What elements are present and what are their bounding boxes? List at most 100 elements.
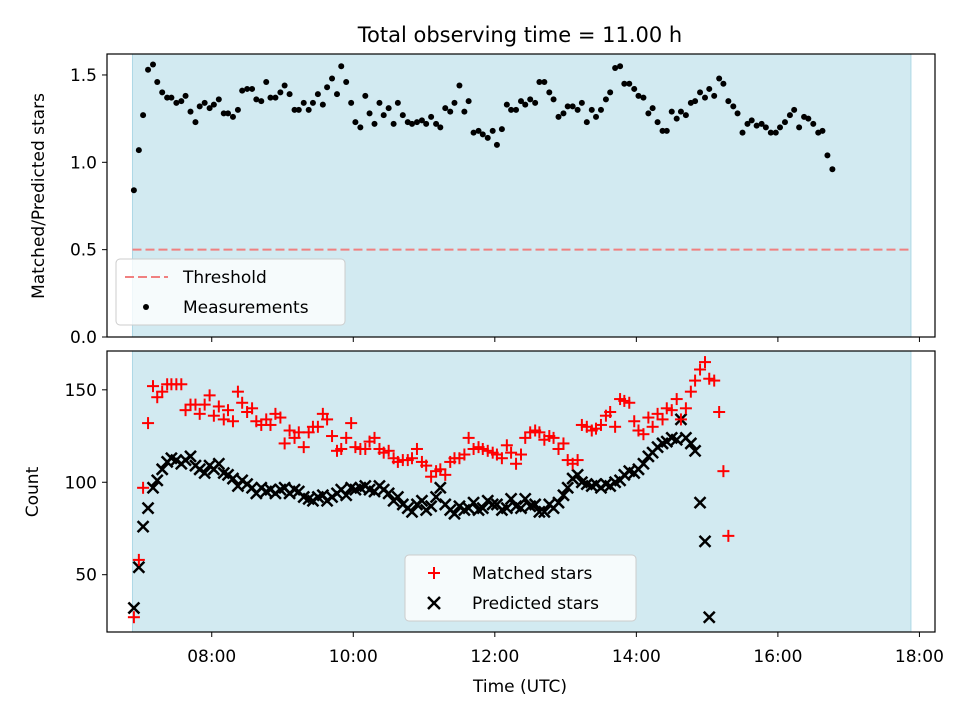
measurement-point [498,126,505,133]
matched-star-point [311,420,324,433]
measurement-point [522,101,529,108]
count-x-ticks: 08:00 10:00 12:00 14:00 16:00 18:00 [187,632,944,667]
predicted-star-point [533,505,546,519]
predicted-star-point [339,488,353,502]
measurement-point [564,103,571,110]
matched-star-point [345,417,358,430]
ratio-plot-frame [106,53,936,338]
measurement-point [366,110,373,117]
predicted-star-point [514,501,528,515]
measurement-point [145,66,152,73]
count-y-ticks: 50 100 150 [65,381,107,586]
measurement-point [206,105,213,112]
measurement-point [796,124,803,131]
count-x-tick-label: 12:00 [470,647,519,667]
matched-star-point [193,407,206,420]
measurement-point [413,119,420,126]
count-legend: Matched stars Predicted stars [404,554,637,622]
measurement-point [645,110,652,117]
measurement-point [513,106,520,113]
count-x-tick-label: 10:00 [329,647,378,667]
measurement-point [286,91,293,98]
ratio-legend: Threshold Measurements [115,258,346,326]
ratio-x-ticks [211,337,920,342]
matched-star-point [382,444,395,457]
predicted-star-point [500,501,514,515]
predicted-star-point [198,466,212,480]
matched-star-point [665,404,678,417]
matched-star-point [175,378,188,391]
measurement-point [725,98,732,105]
measurement-point [819,127,826,134]
matched-star-point [689,374,702,387]
measurement-point [536,78,543,85]
measurement-point [173,99,180,106]
measurement-point [150,61,156,68]
matched-star-point [127,611,140,624]
matched-star-point [694,363,707,376]
measurement-point [654,119,661,126]
measurement-point [154,78,161,85]
measurement-point [508,106,515,113]
count-y-tick-label: 100 [65,473,97,493]
predicted-star-point [518,492,532,506]
measurement-point [225,110,232,117]
measurement-point [201,99,208,106]
predicted-star-point [415,494,429,508]
matched-star-point [533,426,546,439]
measurement-point [380,112,387,119]
matched-star-point [547,431,560,444]
measurement-point [249,85,256,92]
measurement-point [550,96,557,103]
measurement-point [324,84,331,91]
measurement-point [626,80,633,87]
measurement-point [305,106,312,113]
measurement-point [253,96,260,103]
measurement-point [164,94,171,101]
matched-star-point [278,437,291,450]
predicted-star-point [382,486,396,500]
predicted-star-point [150,474,164,487]
measurement-point [493,141,500,148]
measurement-point [348,99,355,106]
count-legend-box [404,554,637,622]
measurement-point [663,127,670,134]
ratio-y-ticks: 0.0 0.5 1.0 1.5 [70,66,107,348]
measurement-point [668,108,675,115]
measurement-point [748,117,755,124]
ratio-y-tick-label: 1.0 [70,153,97,173]
measurement-point [210,101,217,108]
matched-star-point [217,413,230,426]
count-x-tick-label: 14:00 [612,647,661,667]
measurement-point [447,108,454,115]
measurement-point [461,108,468,115]
measurement-point [418,117,425,124]
matched-star-point [557,437,570,450]
matched-star-point [274,411,287,424]
measurement-point [465,98,472,105]
measurement-point [649,105,656,112]
measurement-point [631,85,638,92]
legend-measurements-label: Measurements [183,298,309,318]
measurement-point [456,82,463,89]
predicted-star-point [693,496,707,509]
matched-star-point [439,468,452,481]
matched-star-point [500,439,513,452]
matched-star-point [594,418,607,431]
ratio-legend-box [115,258,346,326]
measurement-point [352,119,359,126]
measurement-point [470,129,477,136]
measurement-point [159,89,166,96]
predicted-star-point [429,490,443,504]
measurement-point [338,63,345,70]
measurement-point [612,64,619,71]
legend-predicted-swatch [427,596,441,610]
predicted-star-point [226,472,240,485]
measurement-point [215,96,222,103]
predicted-stars-points [127,413,716,624]
matched-star-point [368,431,381,444]
measurement-point [805,115,812,122]
matched-star-point [226,415,239,428]
